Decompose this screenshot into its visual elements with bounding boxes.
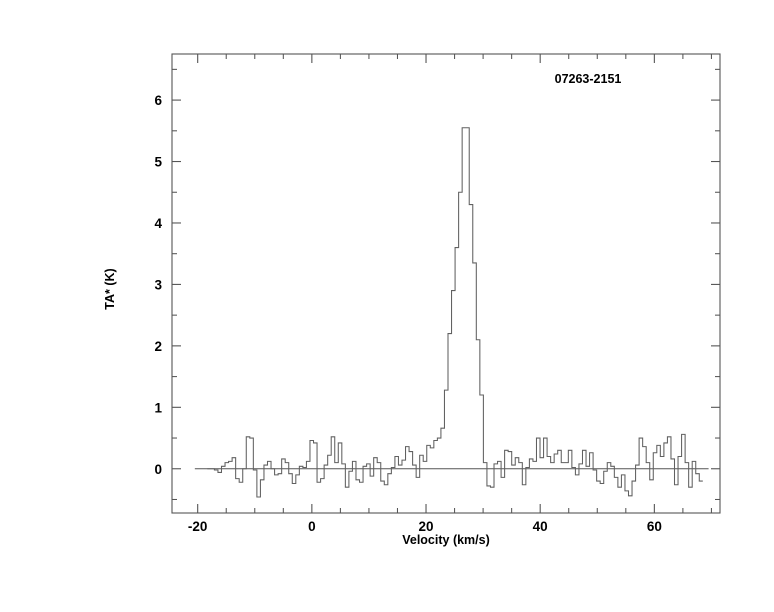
y-tick-label: 5 — [154, 155, 162, 170]
y-axis-tick-labels: 0 1 2 3 4 5 6 — [154, 93, 162, 477]
plot-frame — [171, 53, 721, 514]
x-tick-label: 40 — [533, 519, 548, 534]
x-tick-label: 60 — [647, 519, 662, 534]
x-tick-label: 20 — [419, 519, 434, 534]
y-axis-label: TA* (K) — [103, 268, 117, 309]
axes-frame — [171, 53, 721, 514]
y-tick-label: 1 — [154, 400, 162, 415]
x-tick-label: -20 — [188, 519, 208, 534]
y-tick-label: 2 — [154, 339, 162, 354]
spectrum-trace — [207, 127, 703, 498]
source-name-label: 07263-2151 — [555, 72, 622, 86]
y-tick-label: 3 — [154, 277, 162, 292]
y-tick-label: 6 — [154, 93, 162, 108]
x-axis-label: Velocity (km/s) — [402, 533, 490, 547]
x-axis-ticks — [197, 54, 712, 513]
x-axis-tick-labels: -20 0 20 40 60 — [188, 519, 662, 534]
y-axis-ticks — [172, 68, 720, 501]
x-tick-label: 0 — [308, 519, 316, 534]
y-tick-label: 4 — [154, 216, 162, 231]
y-tick-label: 0 — [154, 462, 162, 477]
